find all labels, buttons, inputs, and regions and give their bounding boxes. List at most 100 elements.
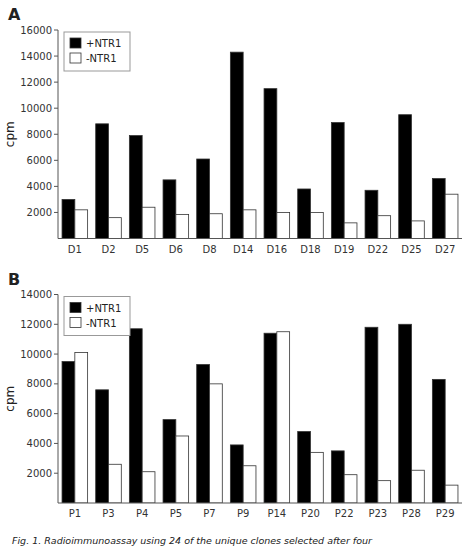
bar (96, 124, 109, 239)
bar (412, 470, 425, 503)
x-tick-label: P4 (136, 508, 148, 519)
bar (197, 364, 210, 503)
bar (62, 199, 75, 238)
x-tick-label: P29 (436, 508, 455, 519)
legend-swatch (70, 53, 81, 63)
y-tick-label: 12000 (20, 77, 52, 88)
bar (277, 332, 290, 503)
y-tick-label: 16000 (20, 25, 52, 36)
bar (412, 221, 425, 239)
bar (230, 445, 243, 503)
bar (96, 390, 109, 503)
bar (62, 362, 75, 503)
panel-label: A (8, 5, 21, 24)
y-tick (54, 186, 58, 187)
caption: Fig. 1. Radioimmunoassay using 24 of the… (12, 535, 373, 546)
x-axis (58, 503, 462, 504)
y-tick (54, 354, 58, 355)
bar (243, 210, 256, 239)
y-tick-label: 2000 (27, 468, 52, 479)
bar (142, 207, 155, 238)
x-tick-label: P7 (203, 508, 215, 519)
y-tick (54, 160, 58, 161)
legend-label: +NTR1 (86, 303, 121, 314)
legend-label: -NTR1 (86, 53, 117, 64)
bar (129, 136, 142, 239)
bar (399, 115, 412, 239)
y-tick (54, 473, 58, 474)
bar (109, 464, 122, 503)
y-tick (54, 413, 58, 414)
x-tick-label: P3 (102, 508, 114, 519)
bar (432, 179, 445, 239)
bars (62, 52, 458, 238)
bar (378, 481, 391, 503)
y-tick-label: 6000 (27, 408, 52, 419)
panel: B2000400060008000100001200014000P1P3P4P5… (3, 270, 462, 520)
bar (344, 223, 357, 239)
bar (445, 485, 458, 503)
bar (365, 190, 378, 238)
bar (264, 89, 277, 239)
y-tick (54, 108, 58, 109)
bar (311, 212, 324, 238)
y-axis-label: cpm (3, 386, 17, 412)
x-tick-label: D25 (401, 244, 421, 255)
legend-box (64, 32, 130, 71)
bar (298, 189, 311, 239)
y-tick-label: 10000 (20, 103, 52, 114)
bar (75, 210, 88, 239)
y-tick-label: 6000 (27, 155, 52, 166)
legend: +NTR1 -NTR1 (64, 297, 130, 336)
bar (445, 194, 458, 238)
bar (109, 218, 122, 239)
bar (298, 432, 311, 503)
y-axis (58, 295, 59, 504)
legend-box (64, 297, 130, 336)
x-tick-label: D22 (368, 244, 388, 255)
x-tick-label: P23 (368, 508, 387, 519)
bar (163, 180, 176, 239)
y-tick-label: 14000 (20, 51, 52, 62)
x-axis (58, 238, 462, 239)
y-tick (54, 212, 58, 213)
x-tick-label: P9 (237, 508, 249, 519)
bar (142, 472, 155, 503)
x-tick-label: D5 (135, 244, 149, 255)
bar (75, 353, 88, 503)
bars (62, 324, 458, 503)
bar (277, 212, 290, 238)
x-tick-label: P20 (301, 508, 320, 519)
bar (378, 216, 391, 239)
bar (331, 451, 344, 503)
x-tick-label: D1 (68, 244, 82, 255)
bar (176, 436, 189, 503)
x-tick-label: D6 (169, 244, 183, 255)
x-tick-label: D18 (300, 244, 320, 255)
bar (331, 123, 344, 239)
bar (176, 214, 189, 238)
y-tick (54, 383, 58, 384)
bar (344, 475, 357, 503)
figure: A200040006000800010000120001400016000D1D… (0, 0, 474, 551)
y-tick-label: 2000 (27, 207, 52, 218)
y-tick (54, 56, 58, 57)
bar (365, 327, 378, 503)
bar (399, 324, 412, 503)
x-tick-label: P14 (267, 508, 286, 519)
legend-swatch (70, 303, 81, 313)
bar (264, 333, 277, 503)
y-tick (54, 443, 58, 444)
x-tick-label: P22 (335, 508, 354, 519)
x-tick-label: D19 (334, 244, 354, 255)
bar (432, 379, 445, 503)
bar (197, 159, 210, 238)
legend-label: -NTR1 (86, 318, 117, 329)
y-tick (54, 294, 58, 295)
y-tick-label: 14000 (20, 289, 52, 300)
y-tick-label: 8000 (27, 378, 52, 389)
y-tick-label: 12000 (20, 319, 52, 330)
y-tick (54, 134, 58, 135)
x-tick-label: P1 (69, 508, 81, 519)
panel: A200040006000800010000120001400016000D1D… (3, 5, 462, 255)
